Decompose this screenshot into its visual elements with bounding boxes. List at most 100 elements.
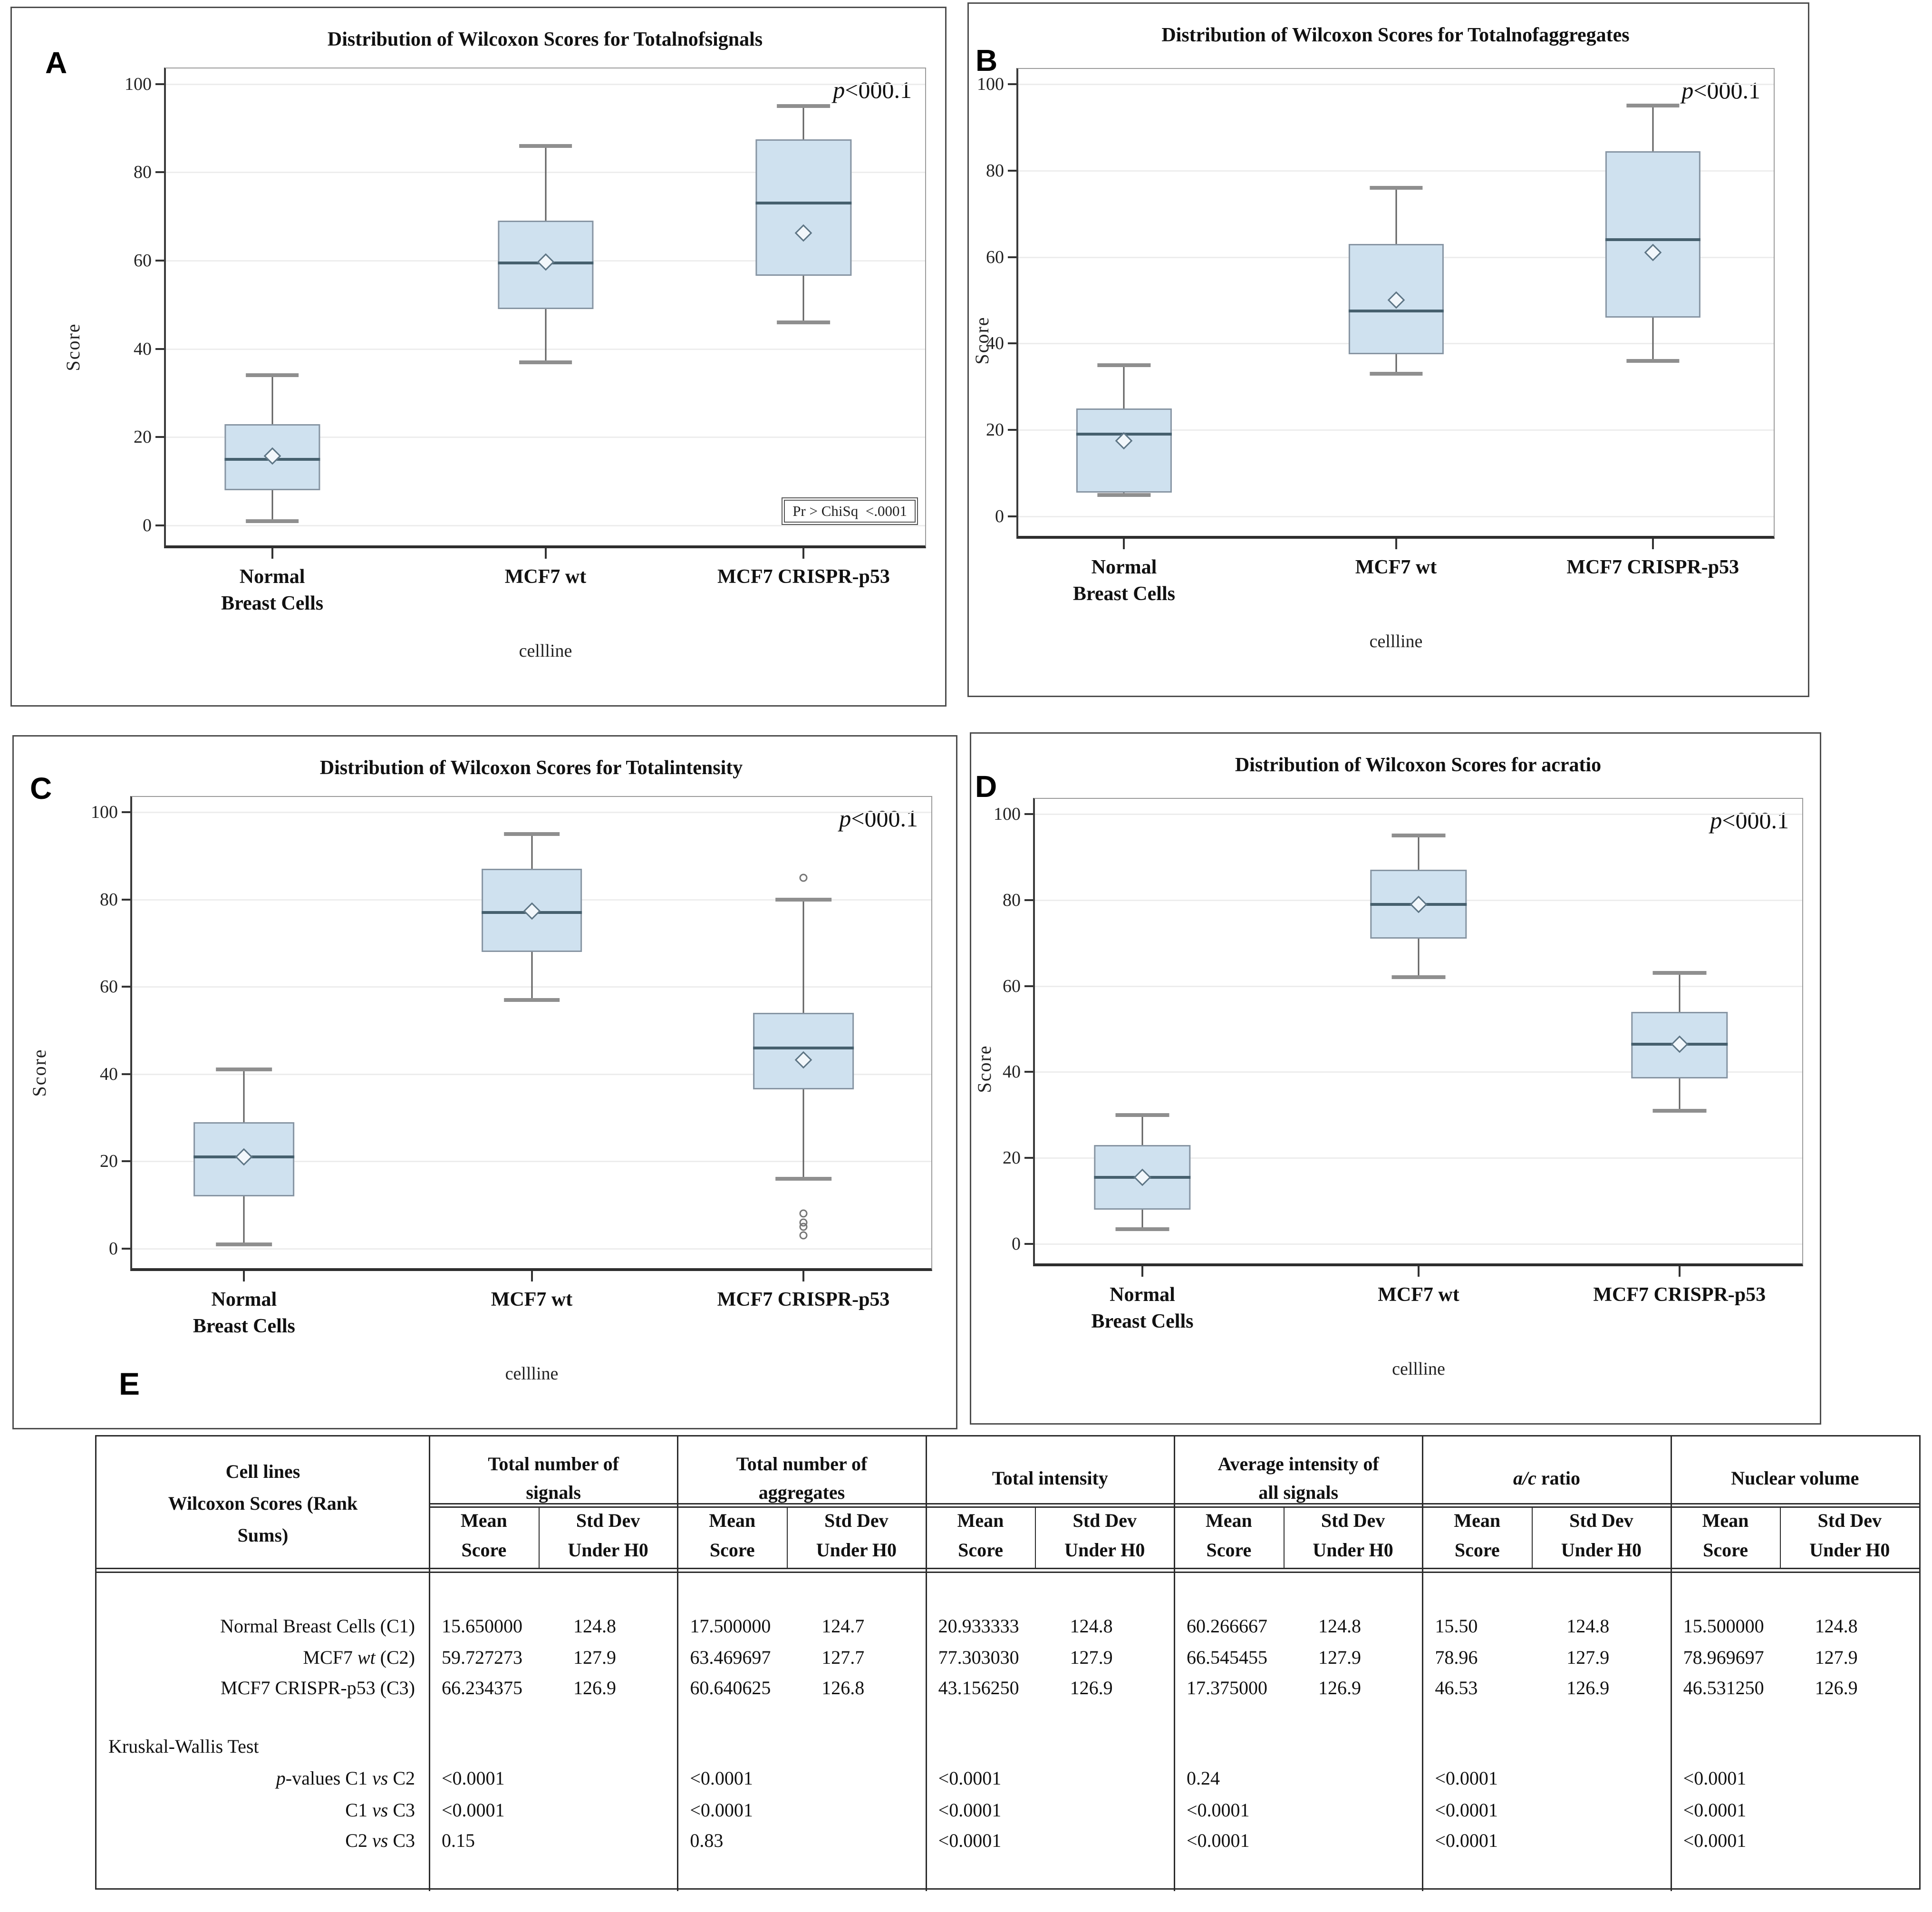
y-tick-label: 20 xyxy=(1003,1148,1021,1168)
cell-mean-score: 0.83 xyxy=(690,1830,724,1851)
row-label: MCF7 wt (C2) xyxy=(303,1647,415,1668)
subcolumn-divider xyxy=(787,1508,788,1568)
box xyxy=(1605,151,1700,318)
cell-std-dev: 124.8 xyxy=(573,1615,616,1637)
cell-std-dev: 124.8 xyxy=(1815,1615,1858,1637)
group-title: Total number of xyxy=(736,1453,868,1475)
gridline xyxy=(1035,813,1802,815)
cell-mean-score: <0.0001 xyxy=(1187,1830,1250,1851)
category-label-line: Normal xyxy=(1091,556,1157,578)
cell-std-dev: 124.7 xyxy=(821,1615,865,1637)
panel-label-b: B xyxy=(976,43,998,78)
cell-mean-score: <0.0001 xyxy=(938,1799,1002,1821)
y-tick-label: 60 xyxy=(100,977,118,997)
whisker-cap xyxy=(777,104,831,108)
whisker-cap xyxy=(503,832,560,836)
cell-mean-score: <0.0001 xyxy=(690,1799,753,1821)
cell-mean-score: 60.266667 xyxy=(1187,1615,1267,1637)
cell-std-dev: 126.9 xyxy=(573,1677,616,1698)
category-label-line: Breast Cells xyxy=(1091,1310,1194,1332)
whisker-cap xyxy=(775,1176,831,1181)
box xyxy=(753,1013,854,1089)
y-tick-mark xyxy=(1024,1157,1033,1159)
category-label-line: MCF7 CRISPR-p53 xyxy=(1593,1284,1766,1306)
row-header-line: Wilcoxon Scores (Rank xyxy=(168,1493,358,1514)
cell-std-dev: 127.7 xyxy=(821,1647,865,1668)
group-title: all signals xyxy=(1258,1482,1339,1503)
whisker-cap xyxy=(519,360,572,364)
panel-label-d: D xyxy=(975,769,997,804)
chisq-note: Pr > ChiSq <.0001 xyxy=(782,497,918,525)
category-label-line: Breast Cells xyxy=(1072,583,1175,605)
y-tick-mark xyxy=(122,898,130,901)
cell-std-dev: 126.9 xyxy=(1318,1677,1361,1698)
whisker-cap xyxy=(216,1242,272,1246)
row-label: Kruskal-Wallis Test xyxy=(108,1736,259,1757)
category-label: MCF7 CRISPR-p53 xyxy=(680,563,927,590)
y-tick-mark xyxy=(1008,169,1016,172)
whisker-cap xyxy=(216,1068,272,1072)
category-label-line: MCF7 wt xyxy=(1355,556,1437,578)
p-value-annotation: p<000.1 xyxy=(833,77,912,103)
x-tick-mark xyxy=(1678,1266,1681,1277)
row-label: p-values C1 vs C2 xyxy=(276,1767,415,1789)
row-header-line: Sums) xyxy=(237,1524,289,1546)
y-tick-mark xyxy=(122,1073,130,1075)
category-label-line: MCF7 wt xyxy=(491,1289,573,1310)
subcolumn-divider xyxy=(1780,1508,1781,1568)
cell-mean-score: 17.500000 xyxy=(690,1615,771,1637)
cell-mean-score: 66.234375 xyxy=(442,1677,522,1698)
y-tick-mark xyxy=(122,986,130,988)
y-tick-mark xyxy=(1024,813,1033,815)
cell-std-dev: 124.8 xyxy=(1318,1615,1361,1637)
category-label: MCF7 wt xyxy=(1295,1281,1542,1308)
cell-mean-score: <0.0001 xyxy=(938,1767,1002,1789)
whisker-cap xyxy=(1115,1227,1169,1231)
y-tick-mark xyxy=(155,348,164,350)
row-label: Normal Breast Cells (C1) xyxy=(220,1615,415,1637)
y-tick-label: 60 xyxy=(1003,976,1021,996)
y-tick-mark xyxy=(1008,342,1016,345)
whisker-cap xyxy=(1097,493,1151,497)
panel-A: A Distribution of Wilcoxon Scores for To… xyxy=(10,7,947,707)
y-tick-mark xyxy=(122,1247,130,1250)
whisker-cap xyxy=(245,373,299,378)
panel-label-c: C xyxy=(30,771,52,806)
cell-std-dev: 127.9 xyxy=(1815,1647,1858,1668)
subheader: Under H0 xyxy=(1313,1539,1393,1561)
cell-mean-score: 20.933333 xyxy=(938,1615,1019,1637)
gridline xyxy=(166,525,925,527)
box xyxy=(1076,408,1172,493)
subcolumn-divider xyxy=(1532,1508,1533,1568)
p-value-annotation: p<000.1 xyxy=(839,805,918,832)
y-tick-mark xyxy=(1024,899,1033,901)
cell-mean-score: 78.969697 xyxy=(1683,1647,1764,1668)
gridline xyxy=(1018,170,1774,172)
gridline xyxy=(132,1073,931,1075)
x-tick-mark xyxy=(544,548,547,559)
group-title: Total number of xyxy=(488,1453,619,1475)
subheader: Under H0 xyxy=(1064,1539,1145,1561)
x-axis-label: cellline xyxy=(1369,631,1423,651)
cell-mean-score: 15.650000 xyxy=(442,1615,522,1637)
category-label-line: MCF7 wt xyxy=(1378,1284,1459,1306)
p-value-annotation: p<000.1 xyxy=(1681,77,1760,104)
subheader: Mean xyxy=(957,1510,1004,1531)
gridline xyxy=(1035,1071,1802,1073)
subcolumn-divider xyxy=(1035,1508,1036,1568)
subheader: Score xyxy=(1206,1539,1252,1561)
x-tick-mark xyxy=(531,1271,533,1281)
y-tick-label: 20 xyxy=(100,1151,118,1172)
cell-std-dev: 127.9 xyxy=(1318,1647,1361,1668)
cell-mean-score: 15.50 xyxy=(1435,1615,1478,1637)
y-tick-label: 100 xyxy=(994,804,1021,824)
subheader: Score xyxy=(958,1539,1003,1561)
category-label-line: MCF7 wt xyxy=(504,566,587,588)
cell-mean-score: <0.0001 xyxy=(1435,1830,1498,1851)
row-header-line: Cell lines xyxy=(225,1461,300,1482)
cell-std-dev: 126.9 xyxy=(1815,1677,1858,1698)
x-tick-mark xyxy=(802,548,805,559)
cell-mean-score: <0.0001 xyxy=(1683,1830,1747,1851)
plot-area: p<000.1 cellline 0 20 40 60 80 100 Normal Breas… xyxy=(994,798,1803,1379)
y-tick-mark xyxy=(1024,1243,1033,1245)
